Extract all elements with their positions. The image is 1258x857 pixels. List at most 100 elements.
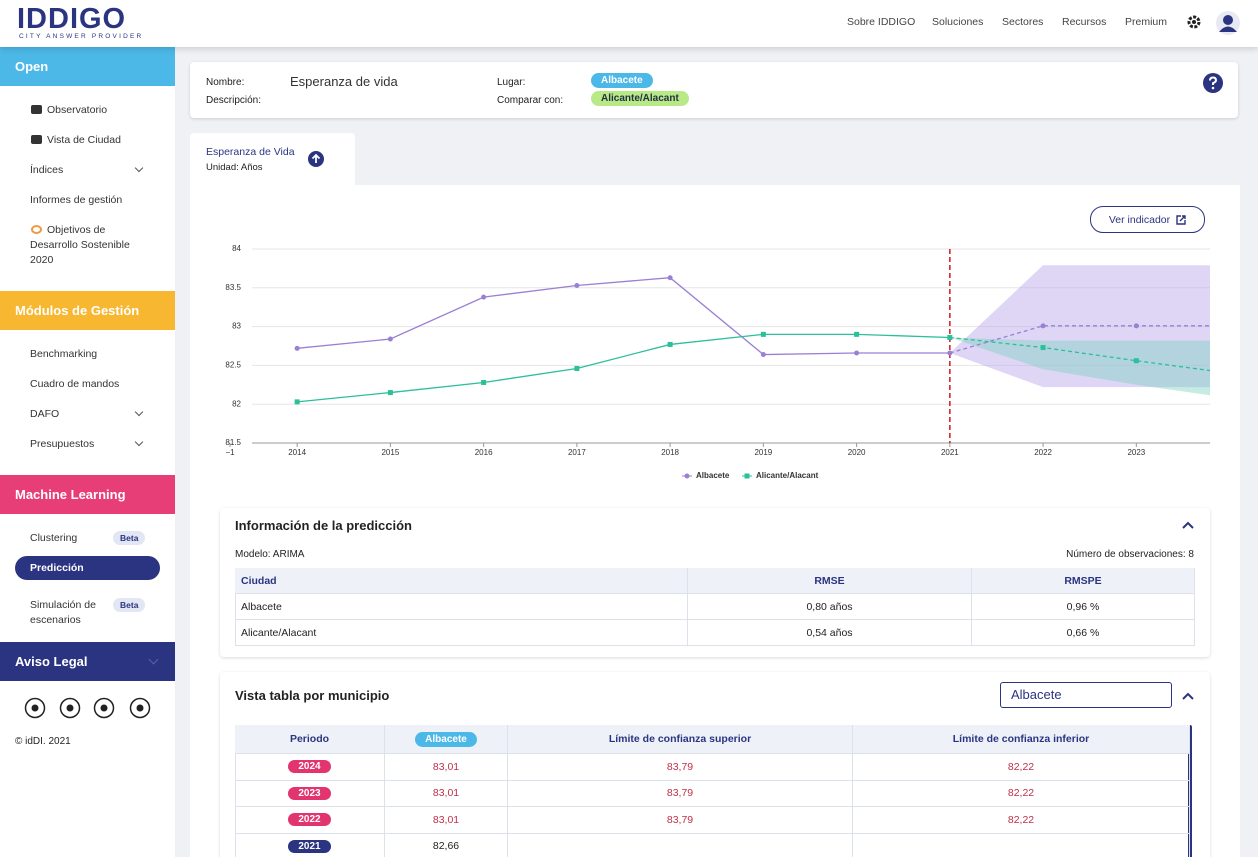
table-cell: 2021: [235, 833, 385, 857]
logo[interactable]: IDDIGO: [17, 3, 127, 35]
card-title: Información de la predicción: [235, 518, 412, 533]
point: [1040, 345, 1046, 351]
cell-text: 83,79: [666, 813, 694, 826]
menu-item[interactable]: Observatorio: [47, 104, 108, 116]
indicator-name: Esperanza de vida: [290, 74, 398, 89]
table-cell: 0,66 %: [972, 620, 1195, 646]
y-tick-label: 82: [232, 399, 241, 408]
cell-text: 83,01: [432, 813, 460, 826]
section-header[interactable]: Machine Learning: [0, 475, 175, 514]
confidence-band: [949, 337, 1210, 396]
menu-item[interactable]: Índices: [30, 164, 64, 176]
point: [1227, 323, 1232, 328]
cell-text: 82,22: [1007, 787, 1035, 800]
city-select[interactable]: Albacete: [1000, 682, 1172, 708]
social-icon[interactable]: [59, 697, 81, 719]
cell-text: 0,54 años: [806, 626, 853, 639]
collapse-chevron[interactable]: [1182, 691, 1194, 701]
table-cell: 83,79: [508, 807, 853, 834]
social-icon[interactable]: [129, 697, 151, 719]
menu-item[interactable]: Informes de gestión: [30, 194, 123, 206]
series-line: [297, 277, 950, 356]
social-icon[interactable]: [93, 697, 115, 719]
point: [574, 282, 580, 288]
nav-link[interactable]: Sobre IDDIGO: [847, 16, 916, 28]
menu-item[interactable]: Cuadro de mandos: [30, 378, 120, 390]
table-header: Ciudad: [235, 568, 688, 594]
nav-link[interactable]: Sectores: [1002, 16, 1044, 28]
menu-item[interactable]: Benchmarking: [30, 348, 98, 360]
cell-text: Alicante/Alacant: [241, 626, 317, 639]
forecast-line: [949, 325, 1210, 354]
cell-text: 2021: [288, 839, 331, 853]
point: [1133, 358, 1139, 364]
observations: Número de observaciones: 8: [1066, 549, 1194, 560]
table-cell: 0,54 años: [688, 620, 972, 646]
section-header[interactable]: Open: [0, 47, 175, 86]
section-header[interactable]: Aviso Legal: [0, 642, 175, 681]
user-avatar[interactable]: [1215, 10, 1241, 36]
x-tick-label: 2022: [1034, 448, 1052, 457]
icon-dot: [66, 704, 74, 712]
point: [294, 345, 300, 351]
top-bar: IDDIGO CITY ANSWER PROVIDER Sobre IDDIGO…: [0, 0, 1258, 47]
table-cell: 83,01: [385, 780, 508, 807]
table-header: Límite de confianza superior: [508, 725, 853, 754]
y-tick-label: 82.5: [225, 361, 241, 370]
collapse-icon[interactable]: [308, 151, 324, 167]
help-icon[interactable]: [1202, 72, 1224, 94]
menu-item[interactable]: Simulación de escenarios: [30, 599, 96, 626]
collapse-chevron[interactable]: [1182, 520, 1194, 530]
prediction-card: Información de la predicción Modelo: ARI…: [220, 508, 1210, 657]
y-tick-label: 84: [232, 244, 241, 253]
table-header: Periodo: [235, 725, 385, 754]
point: [387, 336, 393, 342]
cell-text: 82,66: [432, 840, 460, 853]
legend-label: Albacete: [696, 471, 730, 480]
icon-dot: [31, 704, 39, 712]
point: [947, 334, 953, 340]
menu-item[interactable]: Objetivos de Desarrollo Sostenible 2020: [30, 224, 130, 266]
nav-link[interactable]: Premium: [1125, 16, 1168, 28]
y-tick-label: 81.5: [225, 438, 241, 447]
header-text: Albacete: [415, 731, 477, 747]
header-text: RMSPE: [1064, 574, 1102, 587]
x-tick-label: 2018: [661, 448, 679, 457]
sidebar: Open Observatorio Vista de Ciudad Índices In…: [0, 47, 175, 857]
menu-item[interactable]: Clustering: [30, 532, 78, 544]
icon-ring: [59, 697, 81, 719]
menu-item[interactable]: Presupuestos: [30, 438, 95, 450]
series-line: [297, 333, 950, 403]
settings-icon[interactable]: [1186, 14, 1202, 30]
cell-text: 83,79: [666, 787, 694, 800]
point: [667, 275, 673, 281]
social-icon[interactable]: [24, 697, 46, 719]
plot: [294, 249, 1232, 443]
cell-text: Albacete: [241, 600, 282, 613]
point: [667, 341, 673, 347]
point: [481, 379, 487, 385]
table-cell: 83,79: [508, 780, 853, 807]
nav-link[interactable]: Recursos: [1062, 16, 1107, 28]
cell-text: 0,80 años: [806, 600, 853, 613]
view-indicator-button[interactable]: Ver indicador: [1090, 206, 1205, 233]
nav-link[interactable]: Soluciones: [932, 16, 984, 28]
table-cell: 82,22: [853, 754, 1190, 781]
header-text: Periodo: [289, 733, 330, 745]
point: [854, 350, 860, 356]
indicator-tab[interactable]: Esperanza de Vida Unidad: Años: [190, 133, 355, 185]
model: Modelo: ARIMA: [235, 549, 305, 560]
scrollbar[interactable]: [1188, 725, 1192, 857]
menu-item[interactable]: Predicción: [30, 562, 84, 574]
y-tick-label: 83.5: [225, 283, 241, 292]
label: Comparar con:: [497, 95, 564, 106]
menu-item[interactable]: DAFO: [30, 408, 60, 420]
header-text: Límite de confianza superior: [608, 733, 752, 745]
legend-label: Alicante/Alacant: [756, 471, 819, 480]
menu-icon: [31, 105, 42, 114]
table-header: Albacete: [385, 725, 508, 754]
section-header[interactable]: Módulos de Gestión: [0, 291, 175, 330]
menu-item[interactable]: Vista de Ciudad: [47, 134, 121, 146]
tagline: CITY ANSWER PROVIDER: [19, 33, 144, 40]
label: Nombre:: [206, 77, 245, 88]
